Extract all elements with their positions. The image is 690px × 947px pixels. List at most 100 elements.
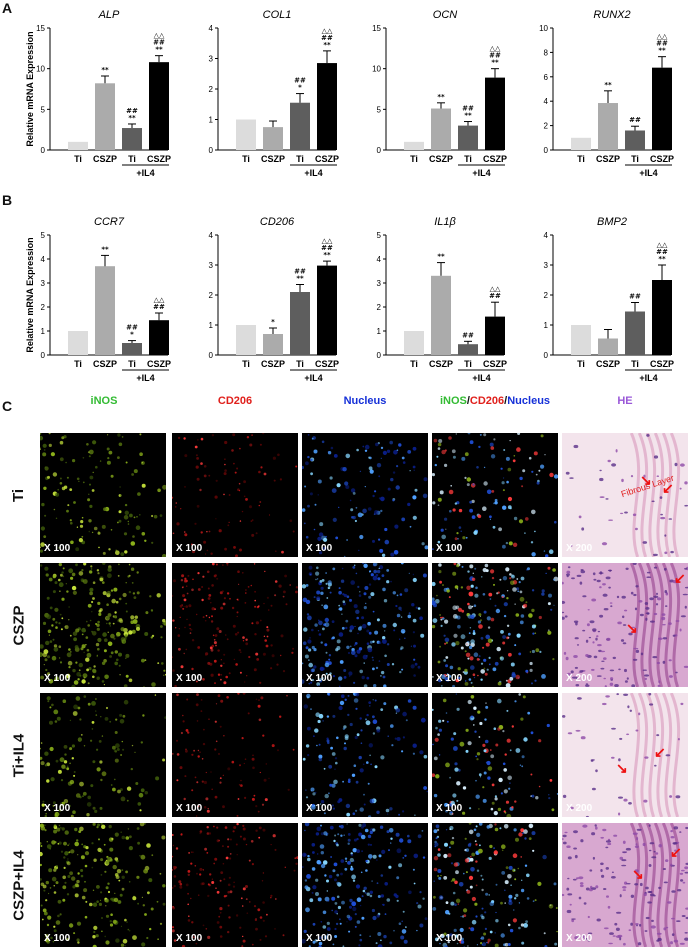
fluorescence-dot bbox=[117, 456, 120, 459]
fluorescence-dot bbox=[481, 907, 484, 910]
fluorescence-dot bbox=[56, 827, 61, 832]
fluorescence-dot bbox=[396, 615, 399, 618]
fluorescence-dot bbox=[480, 636, 484, 640]
fluorescence-dot bbox=[485, 569, 489, 573]
fluorescence-dot bbox=[361, 895, 364, 898]
fluorescence-dot bbox=[215, 887, 217, 889]
he-nucleus-dot bbox=[635, 649, 640, 653]
micrograph-texture bbox=[172, 693, 298, 817]
he-nucleus-dot bbox=[562, 834, 567, 838]
fluorescence-dot bbox=[343, 669, 347, 672]
fluorescence-dot bbox=[505, 456, 510, 461]
fluorescence-dot bbox=[193, 749, 195, 752]
he-nucleus-dot bbox=[596, 635, 599, 638]
fluorescence-dot bbox=[331, 909, 333, 912]
fluorescence-dot bbox=[231, 606, 235, 610]
fluorescence-dot bbox=[185, 648, 188, 651]
he-nucleus-dot bbox=[648, 693, 652, 696]
fluorescence-dot bbox=[284, 574, 287, 578]
fluorescence-dot bbox=[521, 765, 524, 768]
fluorescence-dot bbox=[89, 504, 93, 508]
fluorescence-dot bbox=[362, 445, 365, 448]
fluorescence-dot bbox=[454, 585, 459, 589]
fluorescence-dot bbox=[136, 591, 140, 595]
fluorescence-dot bbox=[117, 575, 120, 577]
x-tick-label-il1-2: Ti bbox=[464, 359, 472, 369]
red-arrow-icon: ↘ bbox=[632, 866, 644, 882]
fluorescence-dot bbox=[457, 667, 461, 671]
he-nucleus-dot bbox=[612, 935, 616, 937]
sig-mark-cd206-2-1: ## bbox=[294, 268, 306, 276]
micrograph-background bbox=[432, 433, 558, 557]
fluorescence-dot bbox=[142, 714, 145, 717]
fluorescence-dot bbox=[349, 722, 353, 727]
he-nucleus-dot bbox=[571, 918, 576, 920]
fluorescence-dot bbox=[412, 752, 415, 755]
fluorescence-dot bbox=[100, 823, 103, 825]
fluorescence-dot bbox=[453, 732, 457, 736]
fluorescence-dot bbox=[317, 684, 320, 687]
he-nucleus-dot bbox=[575, 729, 581, 732]
fluorescence-dot bbox=[320, 863, 326, 869]
fluorescence-dot bbox=[222, 590, 224, 593]
fluorescence-dot bbox=[251, 622, 254, 625]
fluorescence-dot bbox=[119, 788, 123, 792]
fluorescence-dot bbox=[220, 678, 222, 681]
fluorescence-dot bbox=[376, 569, 381, 574]
fluorescence-dot bbox=[211, 878, 214, 880]
fluorescence-dot bbox=[202, 742, 206, 746]
fluorescence-dot bbox=[107, 631, 109, 633]
fluorescence-dot bbox=[40, 851, 43, 857]
he-nucleus-dot bbox=[597, 630, 601, 633]
fluorescence-dot bbox=[505, 541, 509, 545]
fluorescence-dot bbox=[191, 789, 194, 792]
fluorescence-dot bbox=[311, 437, 314, 440]
fluorescence-dot bbox=[115, 938, 120, 943]
fluorescence-dot bbox=[82, 457, 85, 459]
he-nucleus-dot bbox=[644, 756, 649, 759]
sig-mark-ocn-1-0: ** bbox=[437, 93, 445, 101]
fluorescence-dot bbox=[476, 758, 479, 761]
fluorescence-dot bbox=[401, 920, 403, 923]
fluorescence-dot bbox=[112, 919, 117, 924]
fluorescence-dot bbox=[58, 622, 61, 625]
he-nucleus-dot bbox=[681, 869, 685, 872]
micrograph-background bbox=[302, 693, 428, 817]
x-tick-label-runx2-0: Ti bbox=[577, 154, 585, 164]
fluorescence-dot bbox=[432, 473, 435, 477]
fluorescence-dot bbox=[542, 854, 547, 860]
fluorescence-dot bbox=[81, 633, 84, 636]
he-nucleus-dot bbox=[642, 541, 648, 544]
fluorescence-dot bbox=[210, 673, 214, 677]
he-nucleus-dot bbox=[675, 795, 681, 799]
fluorescence-dot bbox=[44, 514, 47, 517]
fluorescence-dot bbox=[398, 863, 403, 868]
fluorescence-dot bbox=[532, 849, 535, 852]
fluorescence-dot bbox=[476, 869, 480, 872]
fluorescence-dot bbox=[465, 848, 470, 852]
fluorescence-dot bbox=[331, 752, 336, 756]
fluorescence-dot bbox=[130, 541, 136, 546]
fluorescence-dot bbox=[432, 708, 434, 711]
fluorescence-dot bbox=[136, 571, 139, 574]
fluorescence-dot bbox=[373, 563, 378, 567]
fluorescence-dot bbox=[105, 898, 110, 903]
fluorescence-dot bbox=[522, 695, 526, 699]
fluorescence-dot bbox=[517, 590, 519, 593]
fluorescence-dot bbox=[218, 630, 222, 633]
he-nucleus-dot bbox=[657, 937, 662, 942]
fluorescence-dot bbox=[448, 596, 451, 599]
fluorescence-dot bbox=[139, 809, 142, 812]
fluorescence-dot bbox=[92, 889, 95, 891]
fluorescence-dot bbox=[450, 901, 455, 906]
he-nucleus-dot bbox=[684, 586, 688, 589]
fluorescence-dot bbox=[112, 622, 115, 625]
fluorescence-dot bbox=[213, 639, 216, 641]
fluorescence-dot bbox=[331, 488, 337, 493]
fluorescence-dot bbox=[506, 636, 509, 640]
he-nucleus-dot bbox=[670, 830, 673, 833]
fluorescence-dot bbox=[61, 764, 66, 769]
fluorescence-dot bbox=[97, 647, 100, 651]
fluorescence-dot bbox=[244, 796, 247, 799]
fluorescence-dot bbox=[483, 466, 486, 469]
